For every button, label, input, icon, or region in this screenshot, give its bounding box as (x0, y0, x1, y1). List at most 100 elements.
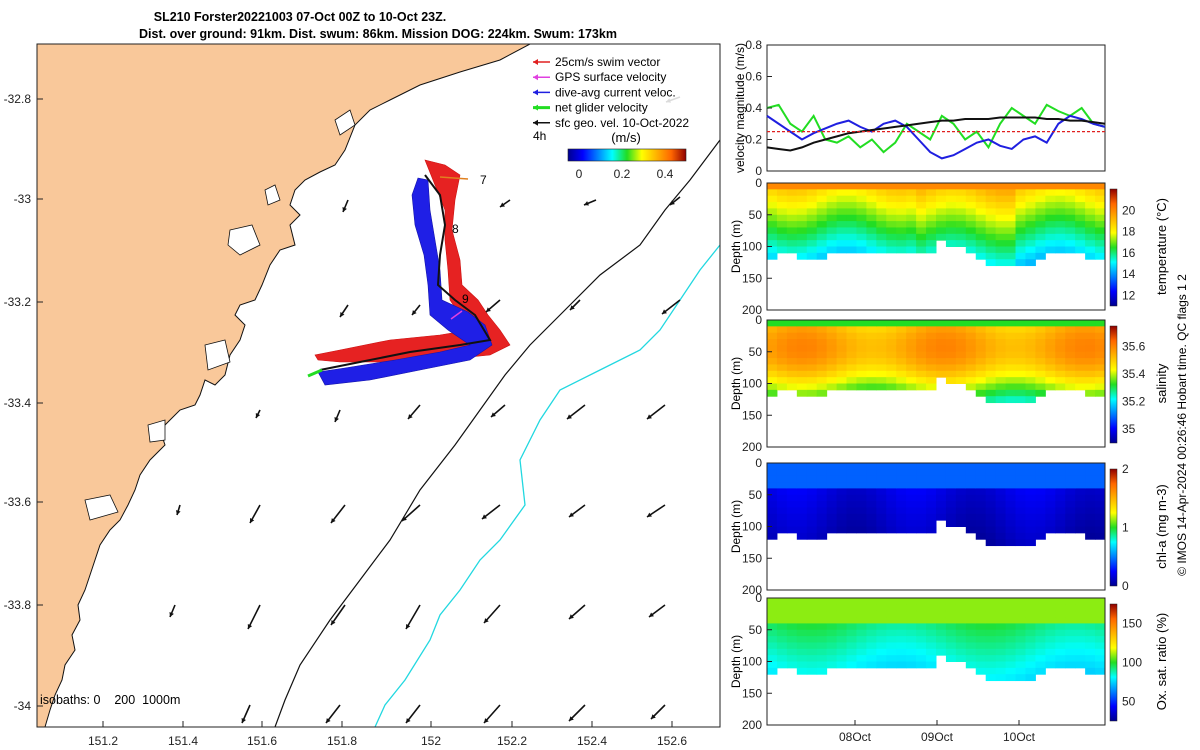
heatmap-cell (1055, 370, 1066, 378)
heatmap-cell (1025, 339, 1036, 346)
heatmap-cell (856, 507, 867, 515)
heatmap-cell (1055, 189, 1066, 197)
heatmap-cell (816, 610, 828, 618)
heatmap-cell (1035, 364, 1046, 372)
heatmap-cell (985, 240, 997, 247)
heatmap-cell (816, 667, 828, 675)
heatmap-cell (1015, 389, 1026, 397)
heatmap-cell (985, 252, 997, 260)
heatmap-cell (975, 629, 987, 637)
heatmap-cell (955, 469, 967, 477)
heatmap-cell (1025, 482, 1036, 489)
heatmap-ytick: 150 (742, 271, 762, 285)
heatmap-cell (916, 475, 927, 483)
heatmap-cell (1045, 358, 1056, 365)
heatmap-cell (866, 526, 877, 534)
heatmap-cell (906, 320, 917, 327)
heatmap-cell (936, 345, 947, 353)
heatmap-cell (1055, 221, 1066, 228)
heatmap-cell (1095, 507, 1106, 515)
heatmap-cell (985, 383, 997, 391)
heatmap-cell (876, 233, 887, 241)
heatmap-cell (776, 463, 788, 470)
heatmap-cell (786, 661, 798, 669)
heatmap-cell (826, 383, 838, 391)
heatmap-cell (1005, 383, 1017, 391)
heatmap-cell (767, 655, 778, 662)
heatmap-cell (936, 183, 947, 190)
heatmap-cell (926, 636, 937, 643)
heatmap-ylabel: Depth (m) (729, 635, 743, 688)
heatmap-cell (995, 532, 1007, 540)
geo-arrowhead-23 (169, 612, 174, 617)
heatmap-cell (1045, 604, 1056, 612)
heatmap-cell (896, 661, 907, 669)
heatmap-cell (965, 494, 977, 502)
heatmap-cell (1045, 233, 1056, 241)
heatmap-cell (1095, 252, 1106, 260)
heatmap-cell (856, 326, 867, 334)
heatmap-cell (767, 532, 778, 540)
heatmap-cell (816, 661, 828, 669)
heatmap-cell (1045, 383, 1056, 391)
heatmap-cell (965, 526, 977, 534)
map-xtick-3: 151.8 (327, 734, 357, 748)
heatmap-cell (846, 526, 857, 534)
heatmap-cell (816, 520, 828, 527)
heatmap-ytick: 50 (749, 345, 763, 359)
heatmap-cell (776, 488, 788, 496)
heatmap-cell (906, 345, 917, 353)
heatmap-cell (856, 351, 867, 359)
map-ytick-4: -33.6 (4, 495, 32, 509)
heatmap-cell (1025, 532, 1036, 540)
heatmap-cell (1035, 208, 1046, 216)
velocity-ylabel: velocity magnitude (m/s) (733, 43, 747, 173)
heatmap-cell (906, 513, 917, 521)
heatmap-cell (975, 339, 987, 346)
heatmap-cell (846, 377, 857, 384)
heatmap-colorbar-tick: 35.2 (1122, 395, 1146, 409)
heatmap-cell (936, 610, 947, 618)
heatmap-cell (786, 475, 798, 483)
heatmap-cell (936, 636, 947, 643)
heatmap-cell (926, 513, 937, 521)
heatmap-cell (926, 623, 937, 631)
heatmap-cell (1045, 246, 1056, 254)
geo-arrowhead-18 (331, 518, 336, 523)
heatmap-cell (945, 475, 957, 483)
heatmap-cell (1075, 642, 1086, 650)
heatmap-cell (1005, 648, 1017, 656)
heatmap-ytick: 150 (742, 686, 762, 700)
heatmap-cell (767, 332, 778, 340)
heatmap-cell (1005, 674, 1017, 682)
heatmap-cell (806, 339, 818, 346)
geo-arrowhead-34 (569, 716, 574, 721)
heatmap-cell (776, 526, 788, 534)
heatmap-cell (926, 604, 937, 612)
heatmap-cell (1015, 494, 1026, 502)
heatmap-cell (767, 617, 778, 624)
heatmap-cell (876, 526, 887, 534)
heatmap-cell (1005, 246, 1017, 254)
heatmap-cell (926, 370, 937, 378)
heatmap-cell (1085, 252, 1096, 260)
heatmap-cell (995, 364, 1007, 372)
heatmap-cell (1045, 623, 1056, 631)
heatmap-cell (1015, 240, 1026, 247)
heatmap-cell (846, 475, 857, 483)
legend-label-3: net glider velocity (555, 101, 648, 115)
heatmap-cell (866, 604, 877, 612)
heatmap-cell (1035, 326, 1046, 334)
geo-arrowhead-4 (342, 207, 347, 212)
heatmap-ytick: 150 (742, 408, 762, 422)
heatmap-cell (866, 183, 877, 190)
heatmap-cell (906, 629, 917, 637)
heatmap-cell (995, 377, 1007, 384)
legend-extra-4h: 4h (533, 129, 546, 143)
heatmap-cell (846, 636, 857, 643)
heatmap-cell (1075, 482, 1086, 489)
heatmap-cell (936, 202, 947, 209)
heatmap-cell (767, 513, 778, 521)
heatmap-cell (886, 332, 897, 340)
